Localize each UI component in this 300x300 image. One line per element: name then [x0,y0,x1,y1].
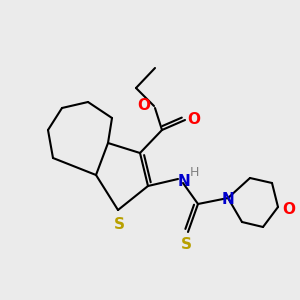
Text: O: O [282,202,295,217]
Text: O: O [137,98,150,113]
Text: N: N [178,173,191,188]
Text: O: O [187,112,200,127]
Text: H: H [190,166,200,178]
Text: S: S [113,217,124,232]
Text: N: N [222,193,234,208]
Text: S: S [181,237,191,252]
